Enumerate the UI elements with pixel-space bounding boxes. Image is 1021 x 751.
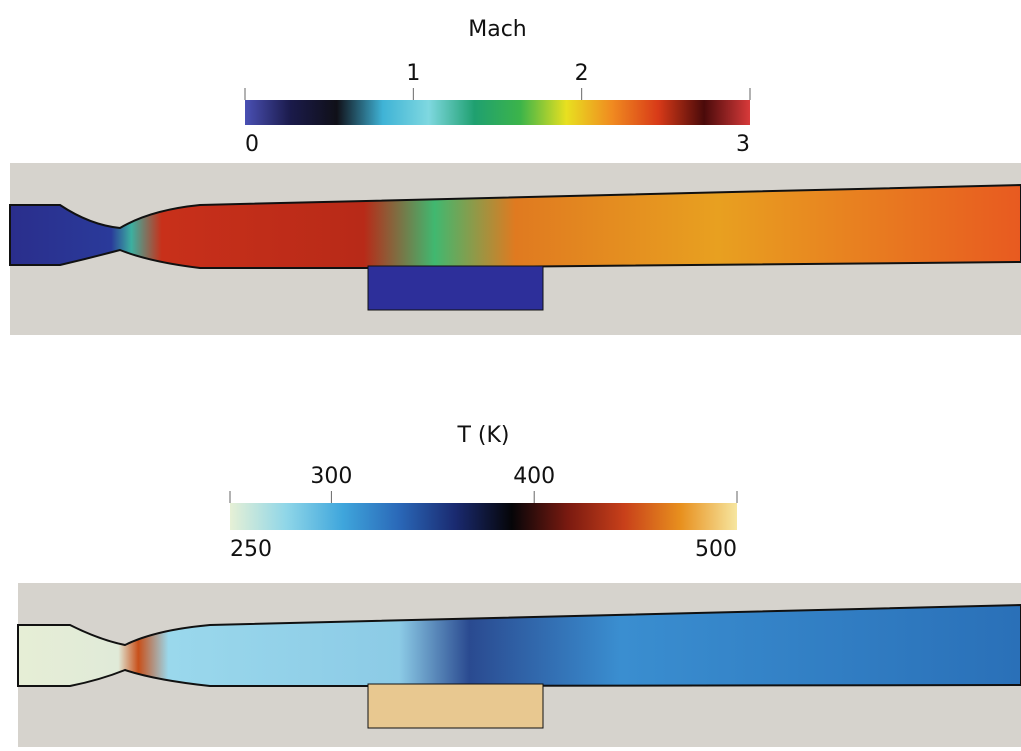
cavity-field bbox=[367, 265, 544, 311]
tick-label: 3 bbox=[736, 132, 750, 157]
flow-field bbox=[9, 183, 1021, 269]
tick-label: 500 bbox=[695, 537, 737, 562]
cavity-field bbox=[367, 683, 544, 729]
tick-label: 400 bbox=[513, 464, 555, 489]
flow-field bbox=[17, 603, 1021, 687]
colorbar bbox=[245, 100, 750, 125]
colorbar-title: Mach bbox=[468, 17, 527, 42]
tick-label: 1 bbox=[406, 61, 420, 86]
colorbar-title: T (K) bbox=[456, 423, 509, 448]
tick-label: 300 bbox=[310, 464, 352, 489]
tick-label: 250 bbox=[230, 537, 272, 562]
tick-label: 2 bbox=[575, 61, 589, 86]
colorbar bbox=[230, 503, 737, 530]
tick-label: 0 bbox=[245, 132, 259, 157]
